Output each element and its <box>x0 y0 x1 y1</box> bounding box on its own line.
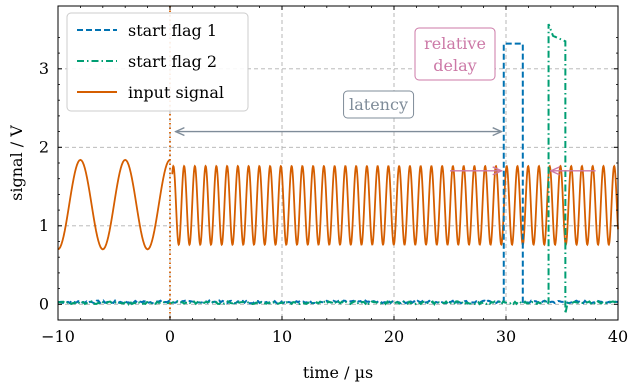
delay-label-box <box>414 27 496 81</box>
legend-label: start flag 1 <box>128 21 217 40</box>
y-tick-label: 0 <box>39 294 49 313</box>
x-tick-label: 20 <box>384 327 404 346</box>
latency-label-box <box>343 90 415 119</box>
legend-label: input signal <box>128 83 224 102</box>
x-tick-label: 0 <box>165 327 175 346</box>
latency-label: latency <box>349 95 408 114</box>
delay-label-line2: delay <box>433 56 476 75</box>
delay-label-line1: relative <box>424 34 486 53</box>
x-axis-title: time / µs <box>303 363 373 382</box>
y-tick-label: 2 <box>39 137 49 156</box>
series-layer <box>57 23 619 314</box>
x-tick-label: 40 <box>608 327 628 346</box>
x-tick-label: 10 <box>272 327 292 346</box>
series-start-flag-2 <box>57 23 619 314</box>
legend: start flag 1 start flag 2 input signal <box>66 12 249 112</box>
y-axis-title: signal / V <box>7 125 26 201</box>
axes: −10 0 10 20 30 40 0 1 2 3 time / µs signal / V <box>7 5 628 382</box>
annotation-layer: latency relative delay <box>169 6 596 320</box>
legend-label: start flag 2 <box>128 52 217 71</box>
x-tick-label: −10 <box>41 327 75 346</box>
y-tick-label: 3 <box>39 59 49 78</box>
legend-box <box>66 12 249 112</box>
y-tick-label: 1 <box>39 216 49 235</box>
series-input-signal <box>57 158 619 251</box>
x-tick-label: 30 <box>496 327 516 346</box>
